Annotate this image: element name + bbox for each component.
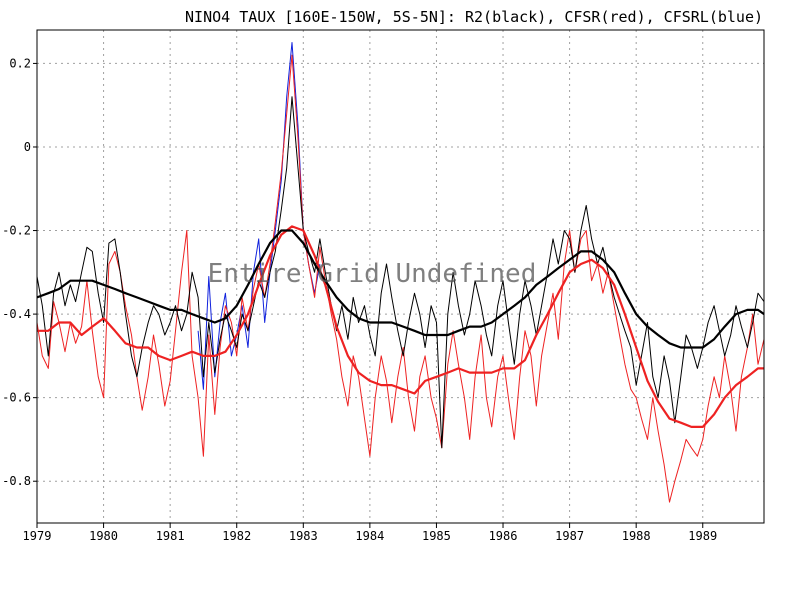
x-tick-label: 1984 [355, 529, 384, 543]
y-tick-label: -0.8 [2, 474, 31, 488]
x-tick-label: 1980 [89, 529, 118, 543]
x-tick-label: 1989 [688, 529, 717, 543]
y-tick-label: -0.6 [2, 391, 31, 405]
x-tick-label: 1986 [489, 529, 518, 543]
chart-title: NINO4 TAUX [160E-150W, 5S-5N]: R2(black)… [185, 8, 763, 26]
series-red-line-1 [36, 54, 765, 503]
x-tick-label: 1988 [622, 529, 651, 543]
y-tick-label: 0 [24, 140, 31, 154]
series-black-line-2 [36, 96, 765, 449]
y-tick-label: 0.2 [9, 56, 31, 70]
x-tick-label: 1987 [555, 529, 584, 543]
x-tick-label: 1982 [222, 529, 251, 543]
plot-frame [36, 29, 765, 524]
axis-ticks: 1979 1980 1981 1982 1983 1984 1985 1986 1987 1988… [2, 56, 717, 543]
series-red-line-3 [37, 225, 764, 428]
series-lines [36, 42, 765, 503]
gridlines [37, 30, 764, 523]
x-tick-label: 1983 [289, 529, 318, 543]
x-tick-label: 1981 [156, 529, 185, 543]
x-tick-label: 1985 [422, 529, 451, 543]
y-tick-label: -0.4 [2, 307, 31, 321]
undefined-grid-annotation: Entire Grid Undefined [208, 259, 537, 289]
x-tick-label: 1979 [23, 529, 52, 543]
series-black-line-4 [36, 229, 765, 349]
y-tick-label: -0.2 [2, 224, 31, 238]
